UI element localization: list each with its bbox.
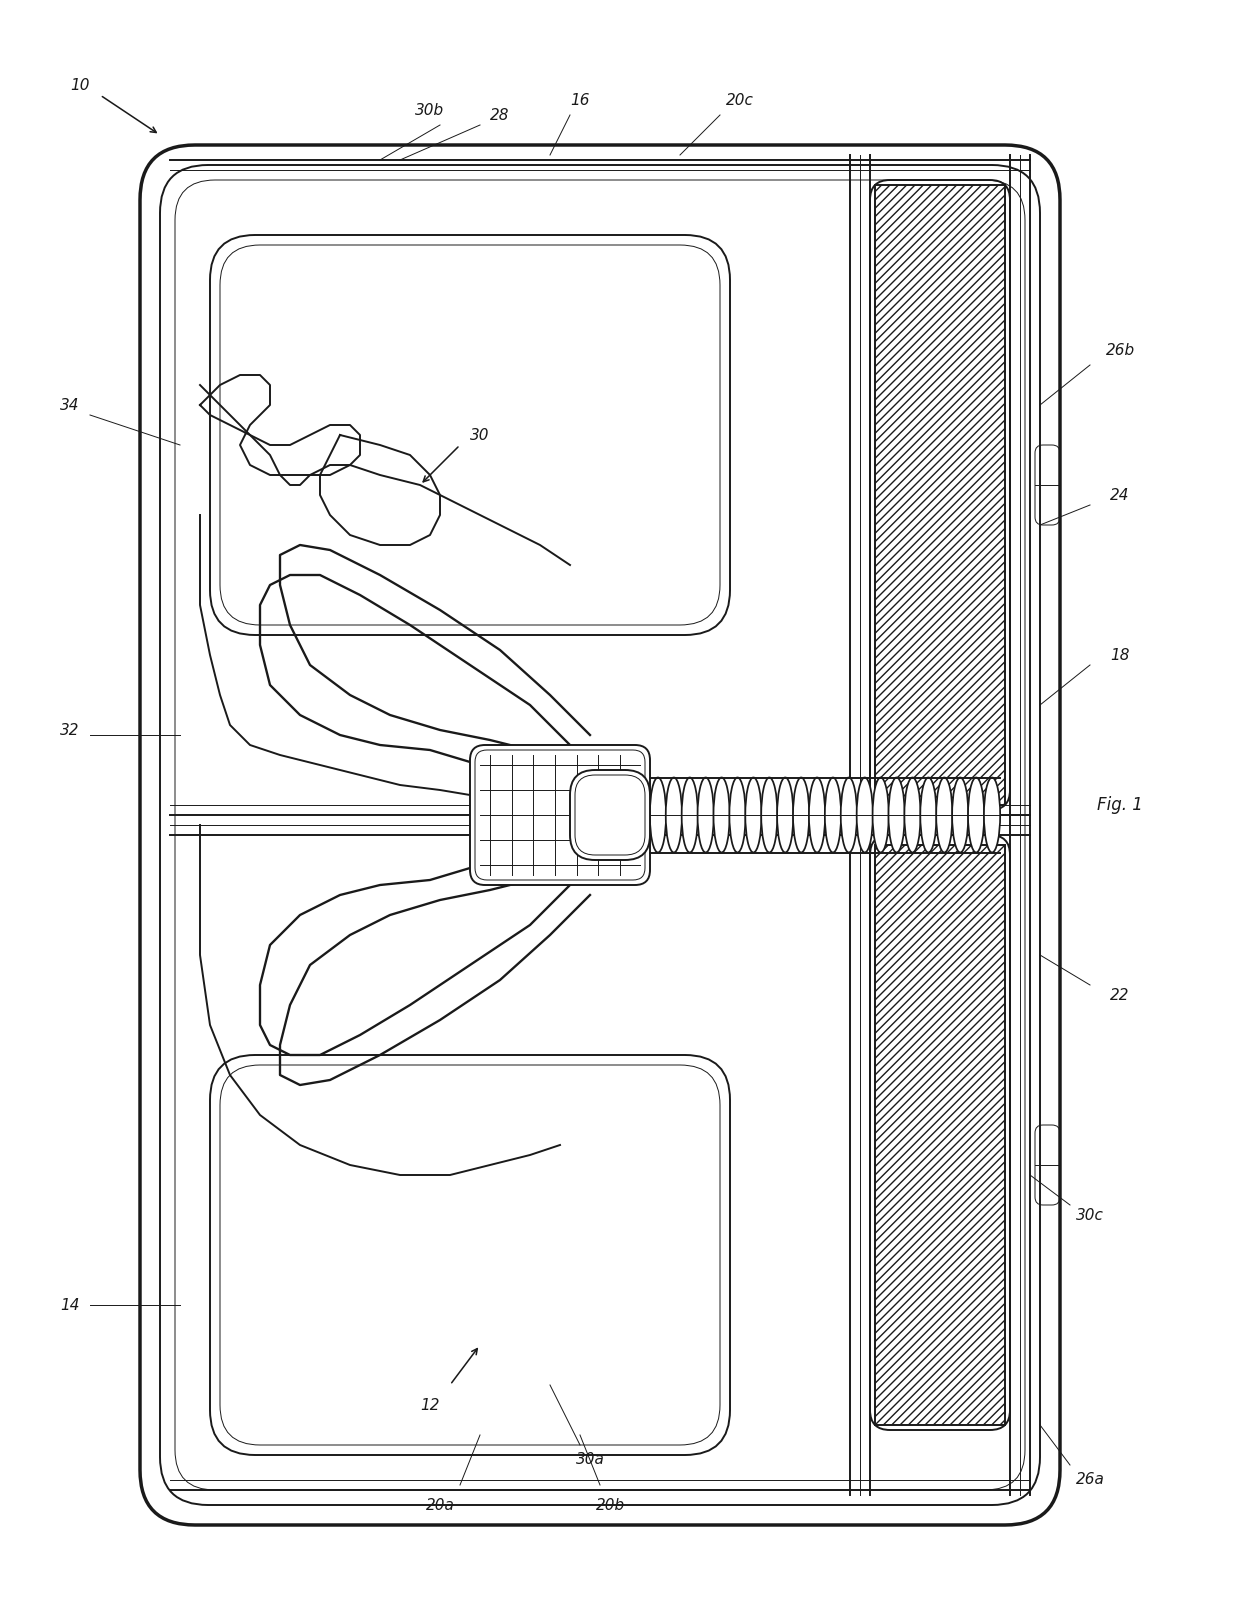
Text: 28: 28 [490, 108, 510, 122]
Ellipse shape [904, 777, 920, 852]
FancyBboxPatch shape [470, 745, 650, 884]
Ellipse shape [777, 777, 794, 852]
Ellipse shape [825, 777, 841, 852]
Ellipse shape [873, 777, 889, 852]
Bar [875, 185, 1004, 806]
Text: 22: 22 [1110, 987, 1130, 1003]
Text: 30a: 30a [575, 1453, 604, 1467]
Text: 20c: 20c [727, 93, 754, 108]
Text: 32: 32 [61, 722, 79, 738]
Text: 30b: 30b [415, 103, 445, 117]
Ellipse shape [920, 777, 936, 852]
Text: 24: 24 [1110, 488, 1130, 502]
FancyBboxPatch shape [140, 144, 1060, 1525]
Text: Fig. 1: Fig. 1 [1097, 796, 1143, 814]
Ellipse shape [808, 777, 825, 852]
Text: 34: 34 [61, 398, 79, 412]
Ellipse shape [729, 777, 745, 852]
Ellipse shape [650, 777, 666, 852]
Text: 30: 30 [470, 427, 490, 443]
Ellipse shape [983, 777, 1001, 852]
Ellipse shape [936, 777, 952, 852]
Bar [875, 844, 1004, 1425]
Ellipse shape [841, 777, 857, 852]
Ellipse shape [889, 777, 905, 852]
Ellipse shape [745, 777, 761, 852]
Ellipse shape [794, 777, 810, 852]
Ellipse shape [666, 777, 682, 852]
Ellipse shape [968, 777, 985, 852]
Text: 16: 16 [570, 93, 590, 108]
Text: 26a: 26a [1075, 1472, 1105, 1488]
Ellipse shape [761, 777, 777, 852]
Text: 18: 18 [1110, 647, 1130, 663]
Ellipse shape [952, 777, 968, 852]
Ellipse shape [682, 777, 698, 852]
Text: 30c: 30c [1076, 1207, 1104, 1223]
Text: 12: 12 [420, 1398, 440, 1412]
Text: 26b: 26b [1105, 342, 1135, 358]
Text: 20a: 20a [425, 1497, 454, 1512]
Text: 20b: 20b [595, 1497, 625, 1512]
Ellipse shape [698, 777, 714, 852]
FancyBboxPatch shape [570, 770, 650, 860]
Ellipse shape [713, 777, 729, 852]
Text: 14: 14 [61, 1297, 79, 1313]
Ellipse shape [857, 777, 873, 852]
Text: 10: 10 [71, 77, 89, 93]
